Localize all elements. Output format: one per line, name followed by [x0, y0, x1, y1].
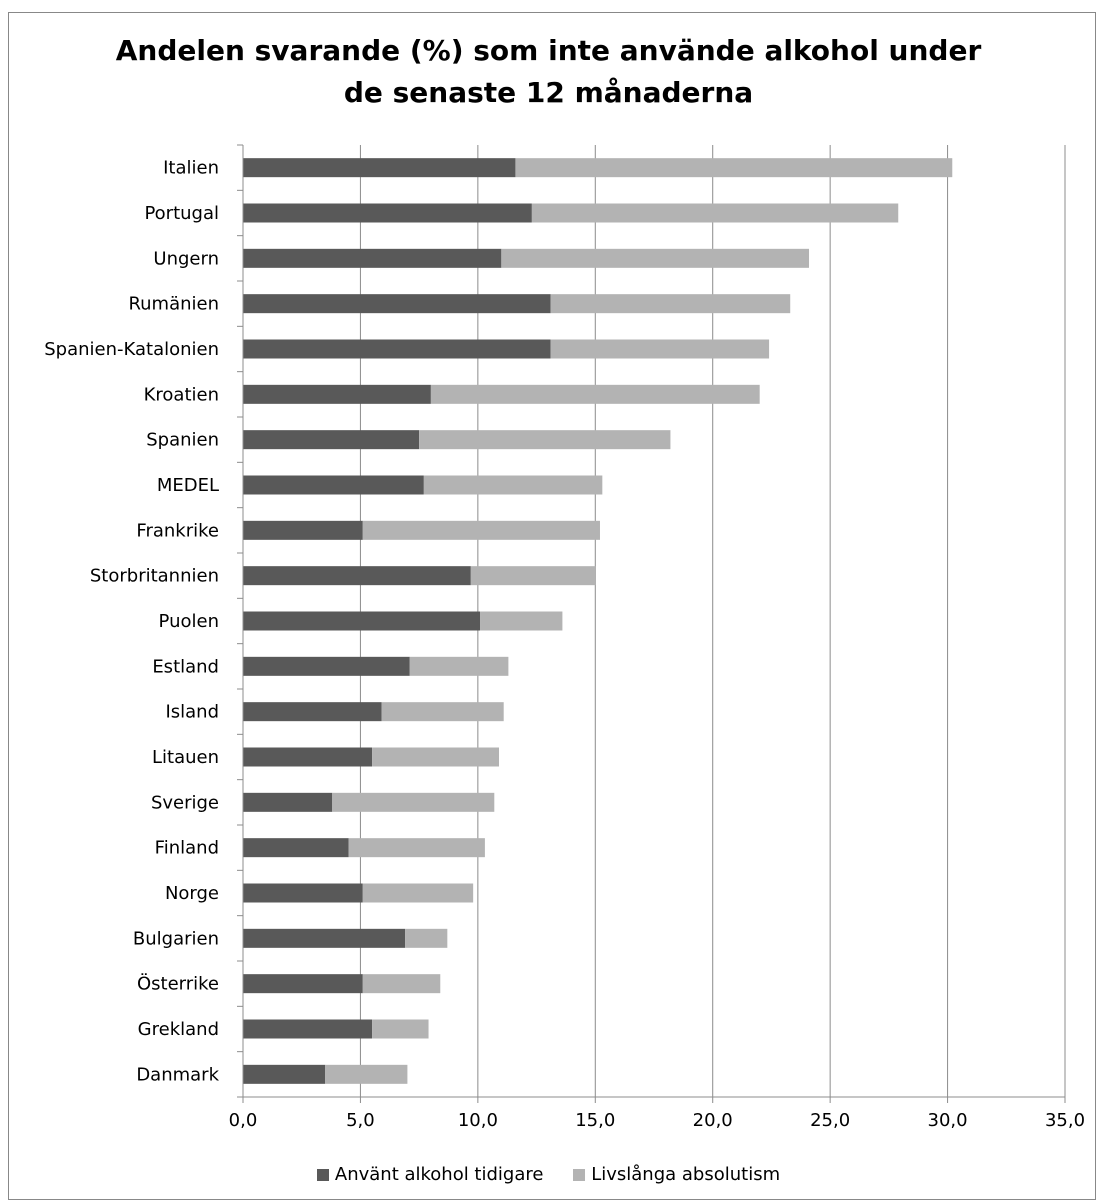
- legend-swatch-lifetime-abstainers: [573, 1168, 586, 1181]
- category-label: Rumänien: [128, 294, 219, 315]
- bar-lifetime-abstainers: [372, 747, 499, 767]
- bar-used-before: [243, 475, 424, 495]
- category-label: Portugal: [144, 203, 219, 224]
- category-label: MEDEL: [157, 475, 219, 496]
- bar-lifetime-abstainers: [372, 1019, 429, 1039]
- chart-title: Andelen svarande (%) som inte använde al…: [0, 30, 1097, 114]
- bar-used-before: [243, 656, 410, 676]
- category-label: Sverige: [151, 792, 219, 813]
- category-label: Kroatien: [144, 384, 219, 405]
- bar-used-before: [243, 883, 363, 903]
- bar-lifetime-abstainers: [405, 928, 448, 948]
- x-tick-label: 25,0: [810, 1110, 850, 1131]
- x-tick-label: 15,0: [575, 1110, 615, 1131]
- bar-used-before: [243, 566, 471, 586]
- bar-lifetime-abstainers: [362, 974, 441, 994]
- bar-used-before: [243, 838, 349, 858]
- bar-lifetime-abstainers: [409, 656, 509, 676]
- bar-used-before: [243, 974, 363, 994]
- bar-lifetime-abstainers: [348, 838, 485, 858]
- chart-title-line-1: Andelen svarande (%) som inte använde al…: [115, 34, 982, 67]
- bar-lifetime-abstainers: [381, 702, 504, 722]
- bar-used-before: [243, 248, 502, 268]
- x-tick-label: 20,0: [693, 1110, 733, 1131]
- category-label: Island: [165, 702, 219, 723]
- chart-title-line-2: de senaste 12 månaderna: [343, 76, 754, 109]
- bar-lifetime-abstainers: [501, 248, 810, 268]
- bar-used-before: [243, 384, 431, 404]
- legend-item-lifetime-abstainers: Livslånga absolutism: [573, 1164, 780, 1185]
- bar-lifetime-abstainers: [362, 520, 600, 540]
- category-label: Litauen: [152, 747, 219, 768]
- bar-used-before: [243, 203, 532, 223]
- bar-lifetime-abstainers: [430, 384, 760, 404]
- bar-lifetime-abstainers: [550, 339, 770, 359]
- bar-lifetime-abstainers: [362, 883, 474, 903]
- category-label: Puolen: [159, 611, 219, 632]
- bar-lifetime-abstainers: [423, 475, 603, 495]
- legend-label-used-before: Använt alkohol tidigare: [334, 1164, 544, 1185]
- bar-used-before: [243, 1019, 373, 1039]
- bar-used-before: [243, 294, 551, 314]
- bar-lifetime-abstainers: [515, 158, 953, 178]
- bar-lifetime-abstainers: [531, 203, 899, 223]
- category-label: Frankrike: [136, 520, 219, 541]
- category-label: Estland: [152, 656, 219, 677]
- bar-used-before: [243, 520, 363, 540]
- category-label: Bulgarien: [133, 928, 219, 949]
- x-tick-label: 10,0: [458, 1110, 498, 1131]
- bar-used-before: [243, 611, 481, 631]
- bar-lifetime-abstainers: [325, 1064, 408, 1084]
- category-label: Danmark: [136, 1064, 219, 1085]
- legend: Använt alkohol tidigare Livslånga absolu…: [0, 1164, 1097, 1186]
- x-tick-label: 30,0: [928, 1110, 968, 1131]
- x-tick-label: 5,0: [346, 1110, 375, 1131]
- bar-lifetime-abstainers: [470, 566, 596, 586]
- bar-used-before: [243, 792, 333, 812]
- category-label: Italien: [163, 158, 219, 179]
- category-label: Finland: [155, 838, 219, 859]
- legend-item-used-before: Använt alkohol tidigare: [316, 1164, 544, 1185]
- category-label: Ungern: [153, 248, 219, 269]
- bar-lifetime-abstainers: [480, 611, 563, 631]
- category-label: Grekland: [138, 1019, 219, 1040]
- bar-used-before: [243, 747, 373, 767]
- x-tick-label: 0,0: [229, 1110, 258, 1131]
- bars: [243, 158, 953, 1084]
- bar-lifetime-abstainers: [419, 430, 671, 450]
- legend-swatch-used-before: [316, 1168, 329, 1181]
- bar-used-before: [243, 702, 382, 722]
- axes: [237, 144, 1066, 1103]
- labels: 0,0 5,0 10,0 15,0 20,0 25,0 30,0 35,0 Italien Por…: [44, 158, 1085, 1131]
- bar-used-before: [243, 158, 516, 178]
- bar-used-before: [243, 430, 420, 450]
- bar-used-before: [243, 1064, 326, 1084]
- bar-lifetime-abstainers: [550, 294, 791, 314]
- category-label: Norge: [165, 883, 219, 904]
- category-label: Spanien: [146, 430, 219, 451]
- category-label: Österrike: [137, 973, 219, 995]
- bar-lifetime-abstainers: [332, 792, 495, 812]
- category-label: Storbritannien: [90, 566, 219, 587]
- x-tick-label: 35,0: [1045, 1110, 1085, 1131]
- bar-used-before: [243, 928, 406, 948]
- category-label: Spanien-Katalonien: [44, 339, 219, 360]
- bar-used-before: [243, 339, 551, 359]
- legend-label-lifetime-abstainers: Livslånga absolutism: [591, 1164, 781, 1185]
